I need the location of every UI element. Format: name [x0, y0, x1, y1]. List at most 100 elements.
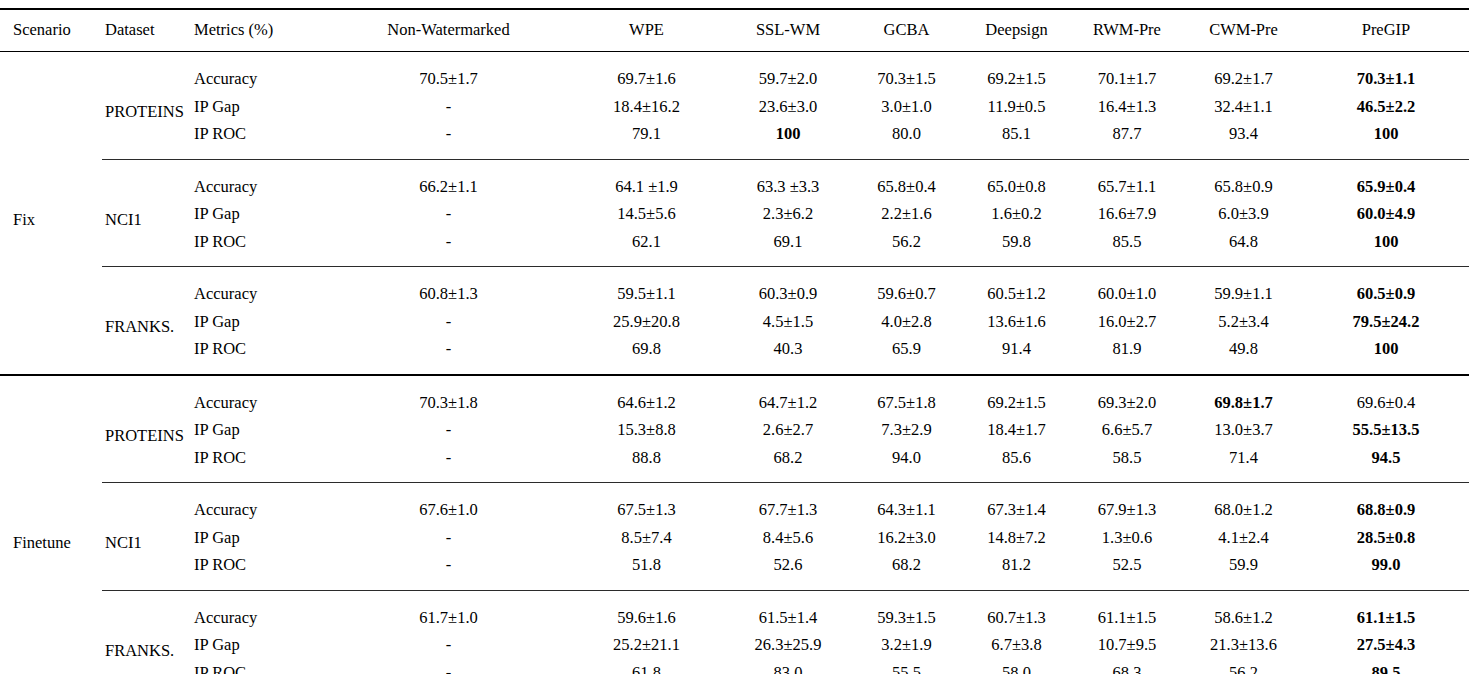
- value-cell: 88.8: [567, 444, 726, 483]
- column-header-dataset: Dataset: [102, 9, 190, 52]
- value-cell: 65.7±1.1: [1070, 159, 1184, 200]
- value-cell: 60.8±1.3: [330, 267, 567, 308]
- table-row: NCI1 Accuracy 66.2±1.1 64.1 ±1.9 63.3 ±3…: [0, 159, 1469, 200]
- column-header-non-watermarked: Non-Watermarked: [330, 9, 567, 52]
- value-cell: 69.2±1.5: [963, 375, 1070, 417]
- value-cell: 68.2: [850, 551, 963, 590]
- value-cell: 70.3±1.1: [1303, 52, 1469, 93]
- value-cell: 56.2: [850, 228, 963, 267]
- dataset-cell: NCI1: [102, 483, 190, 591]
- table-row: IP Gap - 25.2±21.1 26.3±25.9 3.2±1.9 6.7…: [0, 631, 1469, 659]
- value-cell: 26.3±25.9: [726, 631, 850, 659]
- value-cell: 28.5±0.8: [1303, 524, 1469, 552]
- value-cell: 100: [1303, 335, 1469, 375]
- value-cell: 60.5±1.2: [963, 267, 1070, 308]
- value-cell: 6.0±3.9: [1184, 200, 1303, 228]
- value-cell: 2.2±1.6: [850, 200, 963, 228]
- value-cell: -: [330, 120, 567, 159]
- metric-cell: IP ROC: [190, 551, 330, 590]
- column-header-rwm-pre: RWM-Pre: [1070, 9, 1184, 52]
- value-cell: 61.5±1.4: [726, 590, 850, 631]
- value-cell: 55.5: [850, 659, 963, 674]
- value-cell: 87.7: [1070, 120, 1184, 159]
- metric-cell: Accuracy: [190, 159, 330, 200]
- scenario-cell: Fix: [0, 52, 102, 375]
- value-cell: 46.5±2.2: [1303, 93, 1469, 121]
- value-cell: 69.2±1.5: [963, 52, 1070, 93]
- metric-cell: IP ROC: [190, 228, 330, 267]
- value-cell: 64.3±1.1: [850, 483, 963, 524]
- value-cell: 79.1: [567, 120, 726, 159]
- table-row: IP Gap - 8.5±7.4 8.4±5.6 16.2±3.0 14.8±7…: [0, 524, 1469, 552]
- metric-cell: IP Gap: [190, 631, 330, 659]
- value-cell: -: [330, 444, 567, 483]
- value-cell: 69.6±0.4: [1303, 375, 1469, 417]
- value-cell: 59.9: [1184, 551, 1303, 590]
- value-cell: 59.5±1.1: [567, 267, 726, 308]
- column-header-gcba: GCBA: [850, 9, 963, 52]
- value-cell: 69.2±1.7: [1184, 52, 1303, 93]
- value-cell: 58.0: [963, 659, 1070, 674]
- value-cell: 63.3 ±3.3: [726, 159, 850, 200]
- value-cell: 61.7±1.0: [330, 590, 567, 631]
- table-row: Fix PROTEINS Accuracy 70.5±1.7 69.7±1.6 …: [0, 52, 1469, 93]
- table-row: IP Gap - 15.3±8.8 2.6±2.7 7.3±2.9 18.4±1…: [0, 416, 1469, 444]
- value-cell: 1.6±0.2: [963, 200, 1070, 228]
- value-cell: 16.2±3.0: [850, 524, 963, 552]
- value-cell: 69.8±1.7: [1184, 375, 1303, 417]
- column-header-scenario: Scenario: [0, 9, 102, 52]
- value-cell: 15.3±8.8: [567, 416, 726, 444]
- value-cell: 59.3±1.5: [850, 590, 963, 631]
- metric-cell: Accuracy: [190, 267, 330, 308]
- value-cell: 25.2±21.1: [567, 631, 726, 659]
- header-row: Scenario Dataset Metrics (%) Non-Waterma…: [0, 9, 1469, 52]
- value-cell: 18.4±1.7: [963, 416, 1070, 444]
- value-cell: 14.5±5.6: [567, 200, 726, 228]
- value-cell: 65.0±0.8: [963, 159, 1070, 200]
- value-cell: 69.3±2.0: [1070, 375, 1184, 417]
- value-cell: 64.7±1.2: [726, 375, 850, 417]
- value-cell: 16.0±2.7: [1070, 308, 1184, 336]
- value-cell: 58.6±1.2: [1184, 590, 1303, 631]
- value-cell: 40.3: [726, 335, 850, 375]
- value-cell: 3.0±1.0: [850, 93, 963, 121]
- value-cell: 25.9±20.8: [567, 308, 726, 336]
- value-cell: 70.1±1.7: [1070, 52, 1184, 93]
- dataset-cell: NCI1: [102, 159, 190, 267]
- value-cell: 27.5±4.3: [1303, 631, 1469, 659]
- value-cell: -: [330, 308, 567, 336]
- value-cell: -: [330, 200, 567, 228]
- value-cell: 23.6±3.0: [726, 93, 850, 121]
- value-cell: 85.6: [963, 444, 1070, 483]
- table-row: Finetune PROTEINS Accuracy 70.3±1.8 64.6…: [0, 375, 1469, 417]
- value-cell: -: [330, 416, 567, 444]
- value-cell: 81.9: [1070, 335, 1184, 375]
- metric-cell: IP Gap: [190, 308, 330, 336]
- value-cell: 85.1: [963, 120, 1070, 159]
- metric-cell: IP Gap: [190, 416, 330, 444]
- value-cell: 59.6±0.7: [850, 267, 963, 308]
- value-cell: 8.5±7.4: [567, 524, 726, 552]
- value-cell: 59.6±1.6: [567, 590, 726, 631]
- column-header-deepsign: Deepsign: [963, 9, 1070, 52]
- value-cell: 6.7±3.8: [963, 631, 1070, 659]
- value-cell: 51.8: [567, 551, 726, 590]
- metric-cell: Accuracy: [190, 375, 330, 417]
- value-cell: 60.0±4.9: [1303, 200, 1469, 228]
- value-cell: 70.5±1.7: [330, 52, 567, 93]
- value-cell: -: [330, 524, 567, 552]
- value-cell: 49.8: [1184, 335, 1303, 375]
- table-row: IP Gap - 25.9±20.8 4.5±1.5 4.0±2.8 13.6±…: [0, 308, 1469, 336]
- value-cell: 10.7±9.5: [1070, 631, 1184, 659]
- table-row: IP Gap - 14.5±5.6 2.3±6.2 2.2±1.6 1.6±0.…: [0, 200, 1469, 228]
- value-cell: 60.0±1.0: [1070, 267, 1184, 308]
- value-cell: 60.5±0.9: [1303, 267, 1469, 308]
- value-cell: -: [330, 335, 567, 375]
- column-header-wpe: WPE: [567, 9, 726, 52]
- value-cell: 60.7±1.3: [963, 590, 1070, 631]
- column-header-metrics: Metrics (%): [190, 9, 330, 52]
- dataset-cell: FRANKS.: [102, 590, 190, 674]
- value-cell: 7.3±2.9: [850, 416, 963, 444]
- value-cell: 2.3±6.2: [726, 200, 850, 228]
- value-cell: 11.9±0.5: [963, 93, 1070, 121]
